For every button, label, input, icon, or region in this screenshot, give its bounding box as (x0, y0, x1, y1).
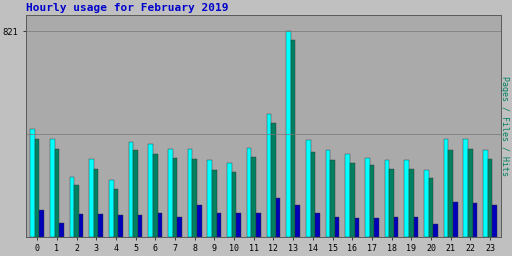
Bar (326, 150, 330, 237)
Bar (79, 214, 83, 237)
Bar (138, 215, 142, 237)
Bar (404, 160, 409, 237)
Bar (429, 178, 433, 237)
Bar (433, 224, 438, 237)
Bar (217, 213, 221, 237)
Bar (153, 154, 158, 237)
Text: Hourly usage for February 2019: Hourly usage for February 2019 (26, 3, 229, 13)
Bar (350, 163, 354, 237)
Bar (409, 169, 414, 237)
Bar (444, 139, 449, 237)
Bar (335, 217, 339, 237)
Bar (94, 169, 98, 237)
Bar (148, 144, 153, 237)
Bar (315, 213, 319, 237)
Bar (310, 152, 315, 237)
Bar (286, 31, 291, 237)
Bar (39, 210, 44, 237)
Y-axis label: Pages / Files / Hits: Pages / Files / Hits (500, 76, 509, 176)
Bar (389, 169, 394, 237)
Bar (385, 160, 389, 237)
Bar (394, 217, 398, 237)
Bar (30, 129, 35, 237)
Bar (365, 158, 370, 237)
Bar (449, 150, 453, 237)
Bar (50, 139, 54, 237)
Bar (168, 149, 173, 237)
Bar (463, 139, 468, 237)
Bar (173, 158, 177, 237)
Bar (247, 148, 251, 237)
Bar (251, 157, 256, 237)
Bar (59, 223, 63, 237)
Bar (271, 123, 276, 237)
Bar (414, 217, 418, 237)
Bar (89, 159, 94, 237)
Bar (133, 150, 138, 237)
Bar (98, 214, 103, 237)
Bar (483, 150, 488, 237)
Bar (256, 213, 261, 237)
Bar (188, 149, 193, 237)
Bar (35, 139, 39, 237)
Bar (468, 149, 473, 237)
Bar (70, 177, 74, 237)
Bar (232, 172, 237, 237)
Bar (330, 160, 335, 237)
Bar (453, 201, 458, 237)
Bar (114, 189, 118, 237)
Bar (129, 142, 133, 237)
Bar (345, 154, 350, 237)
Bar (354, 218, 359, 237)
Bar (74, 185, 79, 237)
Bar (374, 218, 379, 237)
Bar (424, 170, 429, 237)
Bar (267, 114, 271, 237)
Bar (493, 205, 497, 237)
Bar (276, 198, 281, 237)
Bar (109, 180, 114, 237)
Bar (488, 159, 493, 237)
Bar (54, 149, 59, 237)
Bar (212, 170, 217, 237)
Bar (227, 163, 232, 237)
Bar (197, 205, 202, 237)
Bar (291, 40, 295, 237)
Bar (237, 213, 241, 237)
Bar (295, 205, 300, 237)
Bar (177, 217, 182, 237)
Bar (473, 203, 477, 237)
Bar (158, 213, 162, 237)
Bar (370, 165, 374, 237)
Bar (207, 160, 212, 237)
Bar (193, 159, 197, 237)
Bar (118, 215, 123, 237)
Bar (306, 140, 310, 237)
